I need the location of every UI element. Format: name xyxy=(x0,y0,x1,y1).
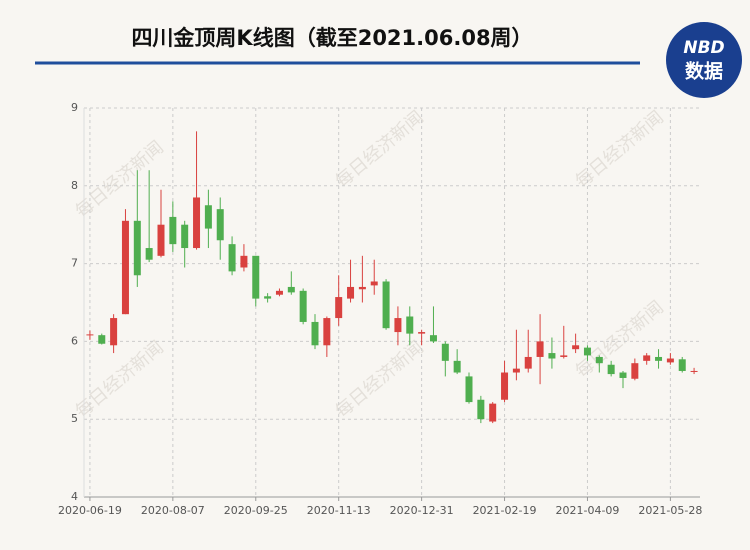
candle-body xyxy=(216,209,224,241)
y-tick-label: 9 xyxy=(71,101,78,114)
y-tick-label: 5 xyxy=(71,412,78,425)
candle-body xyxy=(512,368,520,373)
watermark: 每日经济新闻 xyxy=(332,107,428,193)
candle-body xyxy=(299,290,307,322)
candle-body xyxy=(311,321,319,346)
watermark: 每日经济新闻 xyxy=(572,297,668,383)
candle-body xyxy=(560,355,568,357)
candle-body xyxy=(690,370,698,372)
candle-body xyxy=(418,332,426,334)
candle-body xyxy=(121,220,129,315)
candle-body xyxy=(370,281,378,286)
x-tick-label: 2020-06-19 xyxy=(58,504,122,517)
x-tick-label: 2020-09-25 xyxy=(224,504,288,517)
candle-body xyxy=(86,334,94,336)
candle-body xyxy=(477,399,485,420)
candle-body xyxy=(501,372,509,400)
candle-body xyxy=(323,318,331,346)
candle-body xyxy=(631,363,639,379)
candle-body xyxy=(465,376,473,403)
y-tick-label: 6 xyxy=(71,334,78,347)
candle-body xyxy=(347,286,355,299)
candle-body xyxy=(453,360,461,373)
candle-body xyxy=(382,281,390,329)
candle-body xyxy=(252,255,260,299)
watermark: 每日经济新闻 xyxy=(572,107,668,193)
candle-body xyxy=(287,286,295,293)
candle-body xyxy=(548,353,556,359)
candle-body xyxy=(489,403,497,422)
x-tick-label: 2020-08-07 xyxy=(141,504,205,517)
y-tick-label: 4 xyxy=(71,490,78,503)
watermark: 每日经济新闻 xyxy=(72,137,168,223)
candle-body xyxy=(524,356,532,369)
candle-body xyxy=(583,347,591,356)
x-tick-label: 2021-05-28 xyxy=(638,504,702,517)
watermark: 每日经济新闻 xyxy=(332,337,428,423)
candle-body xyxy=(133,220,141,276)
y-tick-label: 8 xyxy=(71,179,78,192)
candle-body xyxy=(240,255,248,268)
x-tick-label: 2021-04-09 xyxy=(555,504,619,517)
candle-body xyxy=(678,359,686,371)
candle-body xyxy=(98,335,106,344)
candle-body xyxy=(204,205,212,229)
candle-body xyxy=(666,358,674,363)
candle-body xyxy=(275,290,283,295)
candle-body xyxy=(145,248,153,260)
x-tick-label: 2020-11-13 xyxy=(307,504,371,517)
logo-bottom: 数据 xyxy=(685,60,723,83)
logo-circle xyxy=(666,22,742,98)
watermark: 每日经济新闻 xyxy=(72,337,168,423)
candle-body xyxy=(655,356,663,361)
candle-body xyxy=(157,224,165,256)
candle-body xyxy=(406,316,414,334)
candle-body xyxy=(335,297,343,319)
candle-body xyxy=(358,286,366,290)
candle-body xyxy=(572,345,580,350)
candle-body xyxy=(643,355,651,361)
candle-body xyxy=(607,364,615,375)
candle-body xyxy=(429,335,437,342)
candle-body xyxy=(110,318,118,346)
chart-title: 四川金顶周K线图（截至2021.06.08周） xyxy=(131,26,532,50)
candle-body xyxy=(619,372,627,378)
candle-body xyxy=(441,343,449,361)
y-tick-label: 7 xyxy=(71,257,78,270)
candle-body xyxy=(181,224,189,249)
candle-body xyxy=(394,318,402,333)
candle-body xyxy=(228,244,236,272)
candle-body xyxy=(264,296,272,299)
candle-body xyxy=(595,356,603,364)
x-tick-label: 2020-12-31 xyxy=(390,504,454,517)
x-tick-label: 2021-02-19 xyxy=(473,504,537,517)
candle-body xyxy=(169,216,177,245)
candle-body xyxy=(193,197,201,249)
candle-body xyxy=(536,341,544,357)
logo-top: NBD xyxy=(683,38,724,58)
